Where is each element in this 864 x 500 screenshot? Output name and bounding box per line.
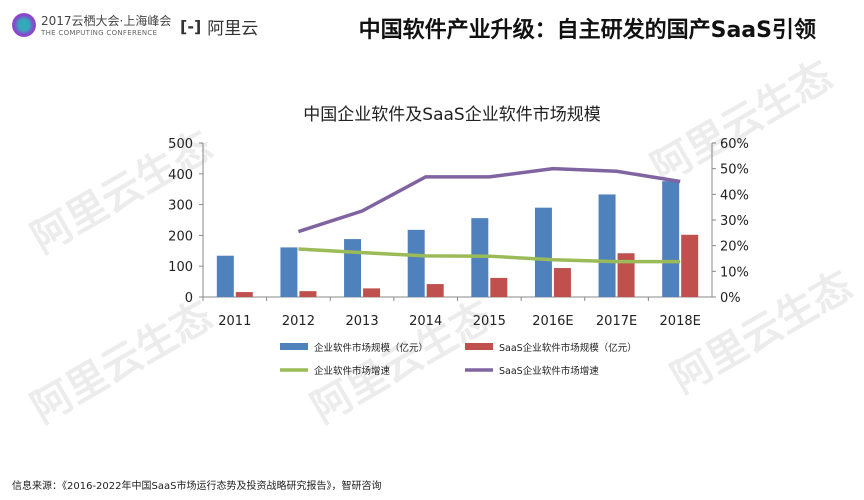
event-name: 2017云栖大会·上海峰会 [41,14,172,28]
x-tick-label: 2013 [346,314,379,329]
bar-saas-market-size [490,277,508,297]
left-tick-label: 300 [168,199,193,214]
left-tick-label: 200 [168,229,193,244]
event-logo: 2017云栖大会·上海峰会 THE COMPUTING CONFERENCE [12,12,171,37]
bar-software-market-size [662,181,680,297]
aliyun-bracket-icon: [-] [180,17,202,36]
source-note: 信息来源：《2016-2022年中国SaaS市场运行态势及投资战略研究报告》，智… [12,481,382,492]
brand-logo: [-] 阿里云 [180,14,258,39]
bar-saas-market-size [681,234,699,297]
legend-label: 企业软件市场规模（亿元） [314,342,428,354]
bar-software-market-size [407,229,425,297]
right-tick-label: 20% [720,240,749,255]
right-tick-label: 30% [720,214,749,229]
x-tick-label: 2012 [282,314,315,329]
bar-saas-market-size [299,291,317,297]
bar-saas-market-size [363,288,381,297]
legend-swatch [280,343,308,350]
slide-title: 中国软件产业升级：自主研发的国产SaaS引领 [358,18,816,43]
x-tick-label: 2018E [660,314,701,329]
bar-saas-market-size [426,284,444,297]
line-software-growth [298,247,681,264]
event-subtitle: THE COMPUTING CONFERENCE [41,29,158,37]
x-tick-label: 2015 [473,314,506,329]
right-tick-label: 40% [720,188,749,203]
bar-software-market-size [216,255,234,297]
left-tick-label: 0 [185,291,193,306]
event-logo-icon [12,12,36,37]
brand-name: 阿里云 [207,19,259,39]
bar-software-market-size [534,207,552,297]
right-tick-label: 10% [720,265,749,280]
right-tick-label: 50% [720,163,749,178]
x-tick-label: 2017E [596,314,637,329]
left-tick-label: 100 [168,260,193,275]
legend-label: SaaS企业软件市场规模（亿元） [499,342,637,354]
x-tick-label: 2016E [532,314,573,329]
bar-saas-market-size [235,292,253,297]
bar-software-market-size [344,239,362,297]
bar-software-market-size [598,194,616,297]
x-tick-label: 2011 [218,314,251,329]
x-tick-label: 2014 [409,314,442,329]
line-saas-growth [297,166,681,234]
right-tick-label: 0% [720,291,741,306]
left-tick-label: 500 [168,137,193,152]
bar-saas-market-size [553,268,571,297]
bar-software-market-size [280,247,298,297]
left-tick-label: 400 [168,168,193,183]
bar-saas-market-size [617,253,635,297]
legend-swatch [465,343,493,350]
legend-label: SaaS企业软件市场增速 [499,365,599,377]
chart-title: 中国企业软件及SaaS企业软件市场规模 [303,105,600,125]
right-tick-label: 60% [720,137,749,152]
legend-label: 企业软件市场增速 [314,365,391,377]
